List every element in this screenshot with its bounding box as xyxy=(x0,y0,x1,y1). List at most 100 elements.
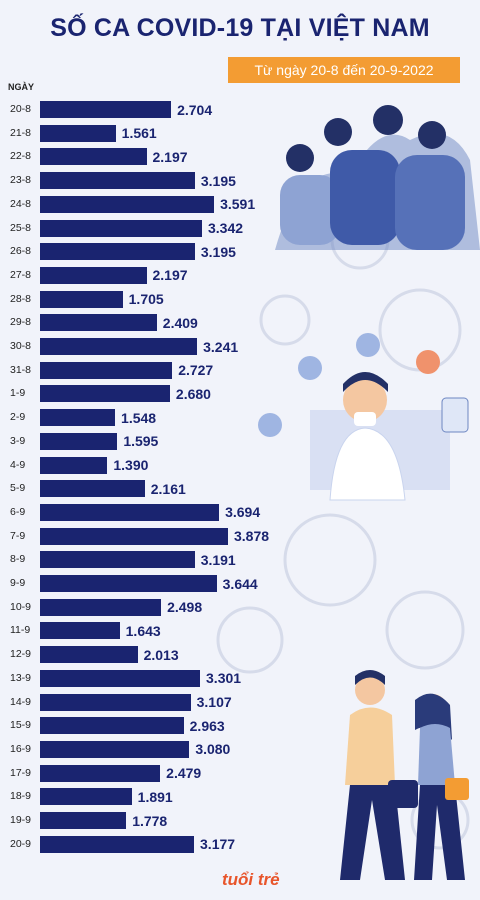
data-label: 2.013 xyxy=(143,646,179,663)
bar xyxy=(40,124,116,142)
data-label: 2.704 xyxy=(177,101,213,118)
category-label: 30-8 xyxy=(10,340,32,352)
category-label: 25-8 xyxy=(10,221,32,234)
data-label: 1.595 xyxy=(123,433,159,450)
category-label: 19-9 xyxy=(10,814,32,826)
data-label: 1.705 xyxy=(128,291,164,308)
data-label: 3.195 xyxy=(200,172,236,189)
data-label: 2.498 xyxy=(167,599,203,616)
bar xyxy=(40,503,220,521)
category-label: 14-9 xyxy=(10,695,32,708)
category-label: 26-8 xyxy=(10,245,32,258)
bar xyxy=(40,148,147,166)
data-label: 3.191 xyxy=(200,551,236,568)
data-label: 3.177 xyxy=(200,836,236,853)
data-label: 1.891 xyxy=(137,788,173,805)
data-label: 3.878 xyxy=(234,528,270,545)
category-label: 16-9 xyxy=(10,742,32,755)
bar xyxy=(40,835,195,853)
data-label: 1.548 xyxy=(121,409,157,426)
crowd-illustration xyxy=(275,105,480,250)
bar xyxy=(40,480,145,498)
bar xyxy=(40,409,116,427)
bar xyxy=(40,551,195,569)
data-label: 3.195 xyxy=(200,243,236,260)
data-label: 3.342 xyxy=(208,220,244,236)
category-label: 17-9 xyxy=(10,766,32,779)
category-label: 4-9 xyxy=(10,458,26,471)
data-label: 3.591 xyxy=(220,196,256,213)
category-label: 1-9 xyxy=(10,387,26,400)
bar xyxy=(40,598,162,616)
category-label: 20-9 xyxy=(10,837,32,850)
date-range-badge: Từ ngày 20-8 đến 20-9-2022 xyxy=(228,57,460,83)
category-label: 11-9 xyxy=(10,624,31,637)
category-label: 27-8 xyxy=(10,268,32,281)
data-label: 3.080 xyxy=(195,741,231,758)
bar xyxy=(40,266,147,284)
bar xyxy=(40,385,170,403)
bar xyxy=(40,669,201,687)
bar xyxy=(40,195,215,213)
data-label: 3.694 xyxy=(225,504,261,521)
bar xyxy=(40,646,138,664)
data-label: 3.107 xyxy=(196,694,232,710)
data-label: 2.197 xyxy=(152,267,188,284)
bar xyxy=(40,788,132,806)
bar xyxy=(40,432,118,450)
bar xyxy=(40,101,172,118)
bar xyxy=(40,575,217,592)
bar xyxy=(40,527,228,545)
category-label: 9-9 xyxy=(10,577,26,589)
data-label: 2.680 xyxy=(175,385,211,402)
category-label: 22-8 xyxy=(10,150,32,163)
bar xyxy=(40,338,198,355)
category-label: 13-9 xyxy=(10,671,32,684)
bar xyxy=(40,219,202,237)
category-label: 23-8 xyxy=(10,174,32,187)
category-label: 15-9 xyxy=(10,719,32,732)
category-label: 31-8 xyxy=(10,363,32,376)
category-label: 2-9 xyxy=(10,411,26,424)
bar xyxy=(40,693,191,711)
bar xyxy=(40,361,173,379)
y-axis-label: NGÀY xyxy=(8,82,35,92)
data-label: 3.301 xyxy=(206,670,242,687)
data-label: 2.197 xyxy=(152,148,188,165)
couple-illustration xyxy=(340,670,469,880)
data-label: 2.161 xyxy=(150,480,186,497)
category-label: 3-9 xyxy=(10,434,26,447)
data-label: 2.963 xyxy=(189,717,225,734)
bar xyxy=(40,812,127,829)
data-label: 2.479 xyxy=(166,765,202,782)
data-label: 2.409 xyxy=(162,314,198,331)
bar xyxy=(40,622,120,640)
category-label: 6-9 xyxy=(10,505,26,518)
category-label: 24-8 xyxy=(10,197,32,210)
doctor-illustration xyxy=(258,333,469,501)
category-label: 8-9 xyxy=(10,553,26,566)
data-label: 1.390 xyxy=(113,457,149,473)
bar xyxy=(40,764,161,782)
category-label: 29-8 xyxy=(10,316,32,329)
bar xyxy=(40,717,184,735)
bar xyxy=(40,740,190,758)
data-label: 3.644 xyxy=(222,575,258,592)
data-label: 1.561 xyxy=(121,125,157,142)
bar xyxy=(40,172,195,190)
page-title: SỐ CA COVID-19 TẠI VIỆT NAM xyxy=(50,14,430,42)
bar xyxy=(40,456,108,474)
bar xyxy=(40,314,157,332)
category-label: 7-9 xyxy=(10,529,26,542)
category-label: 20-8 xyxy=(10,103,32,115)
data-label: 1.778 xyxy=(132,812,168,829)
tuoi-tre-logo: tuổi trẻ xyxy=(222,870,280,889)
bar xyxy=(40,243,195,261)
category-label: 10-9 xyxy=(10,600,32,613)
data-label: 2.727 xyxy=(178,362,214,379)
category-label: 12-9 xyxy=(10,648,32,661)
category-label: 28-8 xyxy=(10,292,32,305)
category-label: 5-9 xyxy=(10,482,26,495)
